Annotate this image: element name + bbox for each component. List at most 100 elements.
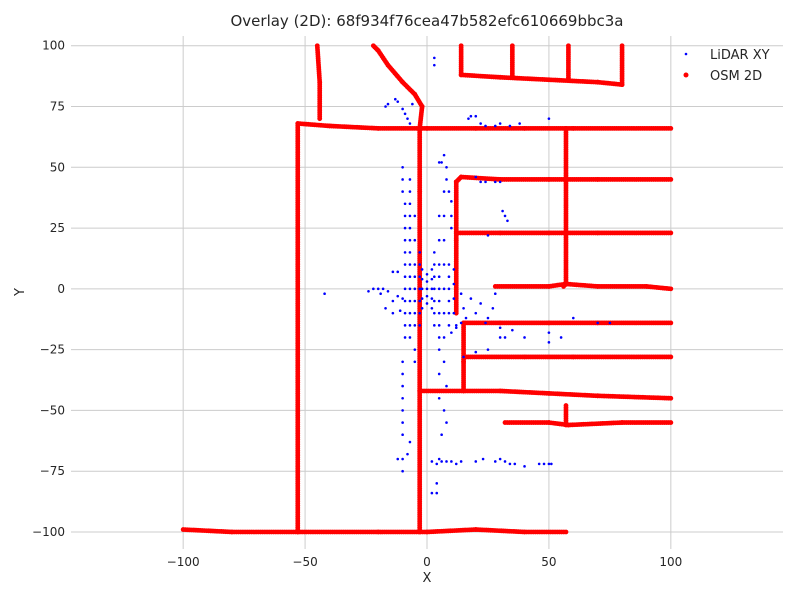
lidar-point — [537, 462, 541, 466]
lidar-point — [408, 324, 412, 327]
lidar-point — [442, 190, 446, 193]
lidar-point — [442, 336, 446, 339]
lidar-point — [401, 107, 404, 111]
lidar-point — [408, 190, 412, 193]
y-tick-label: 50 — [50, 160, 65, 174]
lidar-point — [440, 433, 443, 437]
osm-point — [668, 286, 674, 292]
lidar-point — [391, 311, 395, 315]
lidar-point — [425, 272, 429, 276]
osm-point — [668, 320, 674, 326]
lidar-point — [572, 316, 575, 320]
lidar-point — [508, 462, 512, 466]
lidar-point — [479, 302, 482, 305]
lidar-point — [401, 396, 404, 400]
lidar-point — [425, 302, 429, 305]
lidar-point — [450, 214, 453, 218]
lidar-point — [440, 161, 443, 164]
lidar-point — [506, 219, 509, 223]
lidar-point — [459, 292, 463, 296]
osm-point — [668, 177, 674, 182]
lidar-point — [437, 348, 441, 351]
lidar-point — [474, 114, 478, 118]
y-tick-label: 75 — [50, 100, 65, 114]
lidar-point — [403, 214, 407, 218]
lidar-point — [386, 102, 390, 106]
lidar-point — [447, 299, 451, 303]
lidar-point — [408, 238, 412, 242]
lidar-point — [433, 299, 436, 303]
lidar-point — [484, 124, 487, 128]
lidar-point — [491, 307, 495, 310]
lidar-point — [442, 360, 446, 364]
lidar-point — [403, 112, 407, 116]
lidar-point — [454, 324, 458, 327]
lidar-point — [547, 117, 551, 120]
lidar-point — [396, 294, 400, 298]
lidar-point — [408, 251, 412, 254]
lidar-point — [425, 294, 429, 298]
lidar-point — [474, 460, 478, 463]
lidar-point — [418, 275, 421, 278]
lidar-point — [433, 63, 436, 67]
lidar-point — [398, 309, 402, 313]
lidar-xy-series — [323, 56, 612, 495]
lidar-point — [437, 263, 441, 266]
lidar-point — [503, 336, 507, 339]
lidar-point — [420, 307, 424, 310]
lidar-point — [401, 165, 404, 169]
lidar-point — [462, 355, 465, 359]
osm-point — [317, 116, 323, 122]
lidar-point — [447, 190, 451, 193]
lidar-point — [401, 178, 404, 181]
lidar-point — [450, 200, 453, 203]
lidar-point — [408, 214, 412, 218]
lidar-point — [442, 311, 446, 315]
lidar-point — [433, 251, 436, 254]
lidar-point — [484, 180, 487, 184]
lidar-point — [437, 238, 441, 242]
lidar-point — [437, 372, 441, 376]
lidar-point — [442, 238, 446, 242]
lidar-point — [401, 433, 404, 437]
lidar-point — [435, 491, 439, 495]
lidar-point — [408, 202, 412, 206]
lidar-point — [559, 336, 563, 339]
lidar-point — [454, 326, 458, 330]
lidar-point — [447, 263, 451, 266]
lidar-point — [547, 462, 551, 466]
lidar-point — [433, 275, 436, 278]
y-tick-label: −25 — [40, 343, 65, 357]
lidar-point — [481, 457, 485, 461]
lidar-point — [518, 122, 521, 125]
lidar-point — [413, 360, 417, 364]
lidar-point — [442, 287, 446, 291]
y-tick-label: 0 — [57, 282, 65, 296]
lidar-point — [396, 100, 400, 103]
osm-point — [566, 77, 571, 83]
osm-point — [563, 529, 569, 535]
lidar-point — [430, 307, 434, 310]
lidar-point — [367, 289, 370, 293]
osm-2d-series — [180, 43, 674, 535]
lidar-point — [408, 122, 412, 125]
lidar-point — [464, 316, 468, 320]
lidar-point — [413, 287, 417, 291]
lidar-point — [403, 324, 407, 327]
lidar-point — [486, 234, 490, 237]
lidar-point — [384, 105, 387, 108]
lidar-point — [408, 226, 412, 230]
lidar-point — [403, 336, 407, 339]
lidar-point — [437, 324, 441, 327]
lidar-point — [437, 161, 441, 164]
y-tick-label: 25 — [50, 221, 65, 235]
osm-point — [509, 74, 515, 80]
lidar-point — [433, 56, 436, 60]
osm-point — [668, 230, 674, 236]
lidar-point — [430, 268, 434, 271]
lidar-point — [452, 282, 456, 286]
x-tick-label: −100 — [167, 555, 200, 569]
lidar-point — [403, 299, 407, 303]
lidar-point — [413, 263, 417, 266]
